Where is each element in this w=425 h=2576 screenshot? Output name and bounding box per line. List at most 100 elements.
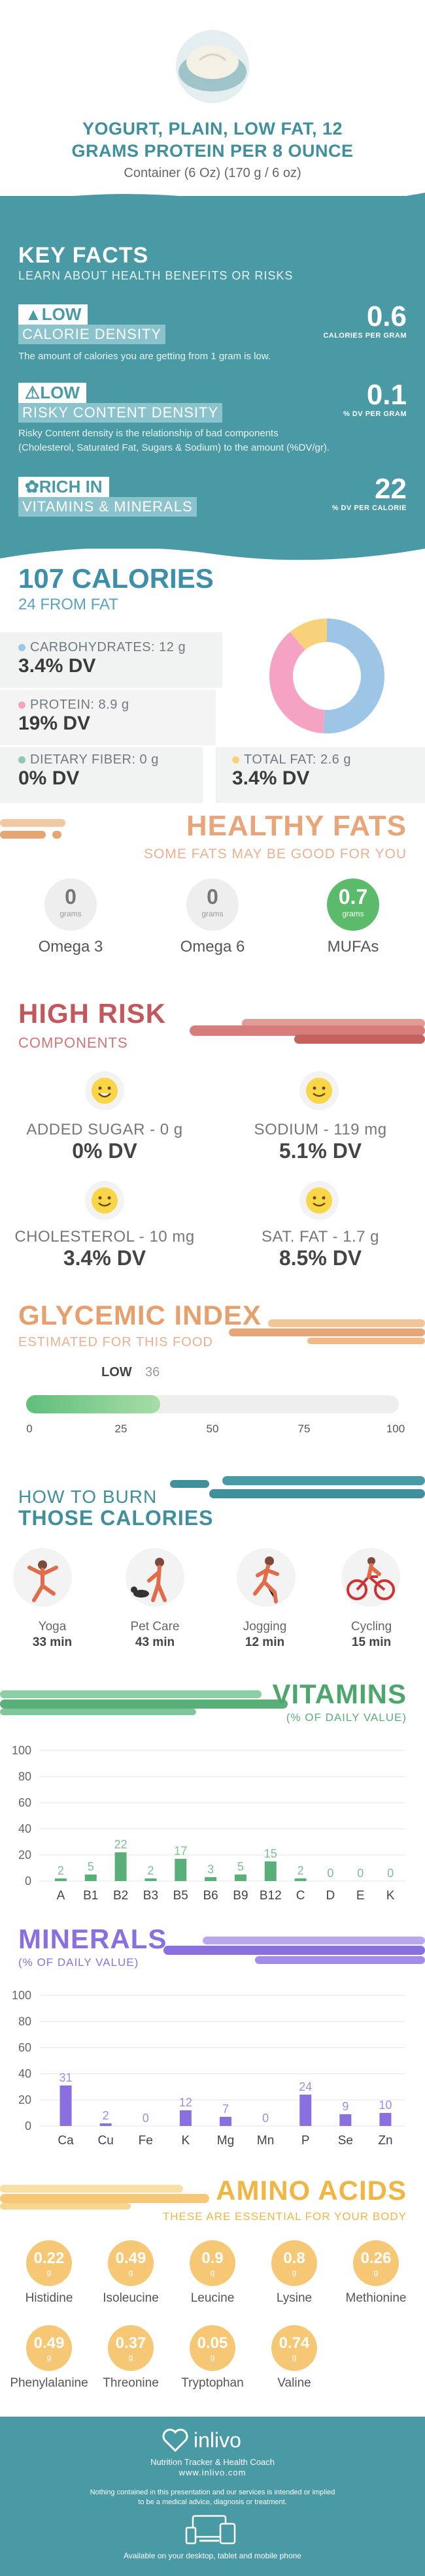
pet-care-minutes: 43 min [135, 1635, 175, 1649]
vitamin-ytick-label: 0 [25, 1875, 31, 1888]
vitamin-value-label: 15 [264, 1847, 277, 1860]
cholesterol-dv: 3.4% DV [63, 1246, 146, 1270]
vitamins-title: VITAMINS [272, 1679, 407, 1709]
mineral-ytick-label: 80 [18, 2015, 31, 2028]
cycling-label: Cycling [350, 1620, 392, 1634]
disclaimer-line1: Nothing contained in this presentation a… [90, 2488, 335, 2496]
jogging-label: Jogging [243, 1620, 287, 1634]
vitamins-bar-chart: 0204060801002A5B122B22B317B53B65B915B122… [12, 1744, 405, 1903]
vitamin-bar [114, 1852, 127, 1881]
pet-care-icon [126, 1548, 184, 1607]
fat-dot [232, 756, 239, 764]
cholesterol-indicator [85, 1181, 124, 1220]
pet-care-label: Pet Care [130, 1620, 180, 1634]
jogging-minutes: 12 min [245, 1635, 285, 1649]
vitamin-category-label: E [356, 1889, 365, 1903]
stripes-decoration [190, 1019, 425, 1044]
glycemic-value: 36 [145, 1365, 160, 1379]
added-sugar-label: ADDED SUGAR - 0 g [26, 1121, 183, 1138]
glycemic-tick-label: 25 [114, 1423, 128, 1435]
mineral-ytick-label: 0 [25, 2119, 31, 2133]
risky-density-desc1: Risky Content density is the relationshi… [18, 428, 279, 439]
stripes-decoration [229, 1319, 425, 1344]
leucine-label: Leucine [190, 2291, 235, 2305]
vitamin-category-label: A [57, 1889, 65, 1903]
protein-box [0, 690, 216, 745]
mineral-ytick-label: 60 [18, 2041, 31, 2054]
vitamin-value-label: 2 [298, 1864, 304, 1877]
food-title-line2: GRAMS PROTEIN PER 8 OUNCE [71, 141, 354, 161]
vitamins-rich-fact: ✿RICH IN VITAMINS & MINERALS [18, 477, 411, 517]
mineral-value-label: 24 [299, 2080, 312, 2093]
tryptophan-circle: 0.05 g [190, 2325, 235, 2371]
vitamins-subtitle: (% OF DAILY VALUE) [286, 1711, 407, 1724]
vitamins-rich-unit: % DV PER CALORIE [332, 504, 407, 512]
yoga-label: Yoga [38, 1620, 67, 1634]
vitamins-rich-tag: VITAMINS & MINERALS [18, 497, 197, 517]
healthy-fats-title: HEALTHY FATS [186, 810, 407, 842]
mineral-value-label: 0 [262, 2112, 269, 2125]
amino-title: AMINO ACIDS [216, 2175, 407, 2206]
protein-info: PROTEIN: 8.9 g 19% DV [18, 698, 129, 734]
donut-slice-protein [269, 632, 325, 733]
glycemic-tick-label: 0 [26, 1423, 33, 1435]
cholesterol-label: CHOLESTEROL - 10 mg [14, 1228, 195, 1246]
vitamin-value-label: 22 [114, 1838, 128, 1851]
mineral-category-label: Fe [139, 2134, 153, 2148]
mineral-bar [339, 2114, 352, 2126]
brand-tagline: Nutrition Tracker & Health Coach [150, 2457, 275, 2467]
mineral-category-label: P [301, 2134, 310, 2148]
vitamin-bar [175, 1859, 187, 1881]
mineral-bar [179, 2110, 192, 2126]
methionine-circle: 0.26 g [353, 2240, 399, 2286]
vitamin-category-label: C [296, 1889, 305, 1903]
vitamin-bar [294, 1878, 307, 1881]
fiber-info: DIETARY FIBER: 0 g 0% DV [18, 752, 159, 789]
footer [0, 2417, 425, 2576]
risky-density-tag: RISKY CONTENT DENSITY [18, 403, 223, 423]
vitamin-value-label: 0 [357, 1867, 364, 1880]
tryptophan-label: Tryptophan [181, 2376, 244, 2390]
fat-dv: 3.4% DV [232, 767, 310, 789]
mineral-value-label: 7 [222, 2102, 229, 2116]
brand-url[interactable]: www.inlivo.com [178, 2468, 246, 2477]
vitamin-ytick-label: 100 [12, 1744, 31, 1757]
vitamin-category-label: B6 [203, 1889, 218, 1903]
vitamin-category-label: B2 [113, 1889, 128, 1903]
fiber-box [0, 747, 203, 803]
minerals-title: MINERALS [18, 1924, 167, 1954]
burn-title2: THOSE CALORIES [18, 1506, 214, 1530]
stripes-decoration [0, 819, 65, 839]
glycemic-tick-label: 50 [206, 1423, 219, 1435]
serving-size: Container (6 Oz) (170 g / 6 oz) [124, 166, 301, 180]
carbs-info: CARBOHYDRATES: 12 g 3.4% DV [18, 640, 186, 677]
calories-from-fat: 24 FROM FAT [18, 596, 118, 613]
vitamin-value-label: 0 [387, 1867, 394, 1880]
leaf-icon: ✿ [25, 477, 39, 496]
disclaimer-line2: to be a medical advice, diagnosis or tre… [138, 2498, 287, 2506]
minerals-bar-chart: 0 20 40 60 80 100 31 Ca 2 Cu 0 Fe 12 K 7 Mg 0 Mn 24 P 9 Se 10 Z… [12, 1989, 405, 2148]
omega3-circle: 0 grams [44, 878, 97, 931]
vitamin-category-label: B3 [143, 1889, 158, 1903]
risky-density-desc2: (Cholesterol, Saturated Fat, Sugars & So… [18, 442, 330, 453]
vitamin-value-label: 17 [174, 1844, 187, 1858]
donut-slice-carbs [323, 619, 384, 733]
calorie-density-desc: The amount of calories you are getting f… [18, 351, 271, 362]
vitamins-rich-level: ✿RICH IN [18, 477, 109, 497]
warning-icon: ⚠ [25, 383, 41, 402]
mineral-category-label: Zn [378, 2134, 392, 2148]
vitamin-value-label: 3 [207, 1863, 214, 1876]
carbs-dv: 3.4% DV [18, 655, 96, 677]
glycemic-subtitle: ESTIMATED FOR THIS FOOD [18, 1335, 213, 1349]
vitamin-bar [54, 1878, 67, 1881]
phenylalanine-label: Phenylalanine [10, 2376, 88, 2390]
macro-donut-chart [269, 619, 384, 733]
stripes-decoration [0, 2185, 209, 2210]
calorie-density-fact: ▲LOW CALORIE DENSITY The amount of calor… [18, 304, 411, 364]
brand-name: inlivo [194, 2428, 241, 2452]
histidine-label: Histidine [25, 2291, 73, 2305]
risky-density-unit: % DV PER GRAM [343, 410, 407, 418]
vitamin-category-label: B12 [260, 1889, 282, 1903]
risky-density-value: 0.1 [366, 379, 407, 411]
omega6-label: Omega 6 [180, 938, 245, 956]
